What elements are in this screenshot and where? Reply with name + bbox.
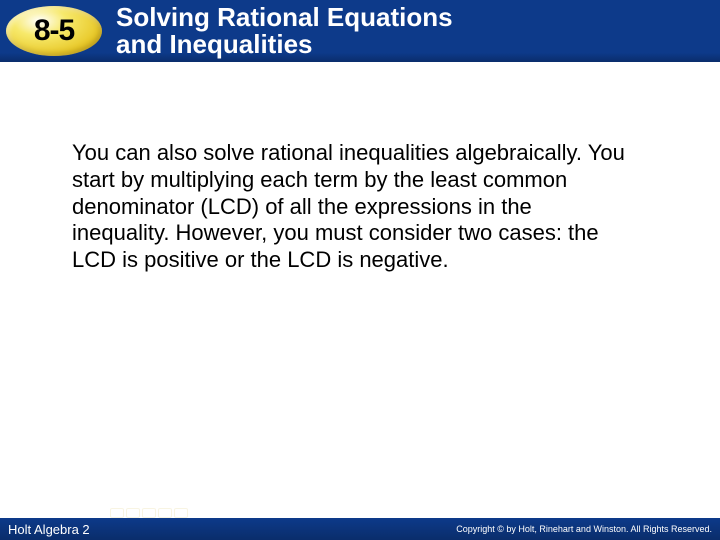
footer-copyright: Copyright © by Holt, Rinehart and Winsto… [456,524,712,534]
section-badge: 8-5 [6,6,102,56]
copyright-text: Copyright © by Holt, Rinehart and Winsto… [456,524,712,534]
header-title-line2: and Inequalities [116,31,453,58]
body-region: You can also solve rational inequalities… [72,140,632,274]
header-title-line1: Solving Rational Equations [116,4,453,31]
section-number: 8-5 [34,14,74,48]
header-title: Solving Rational Equations and Inequalit… [116,4,453,59]
footer-bar: Holt Algebra 2 Copyright © by Holt, Rine… [0,518,720,540]
footer-book-title: Holt Algebra 2 [8,522,90,537]
body-text: You can also solve rational inequalities… [72,140,632,274]
header-bar: 8-5 Solving Rational Equations and Inequ… [0,0,720,62]
slide: 8-5 Solving Rational Equations and Inequ… [0,0,720,540]
footer-decoration [110,508,230,518]
